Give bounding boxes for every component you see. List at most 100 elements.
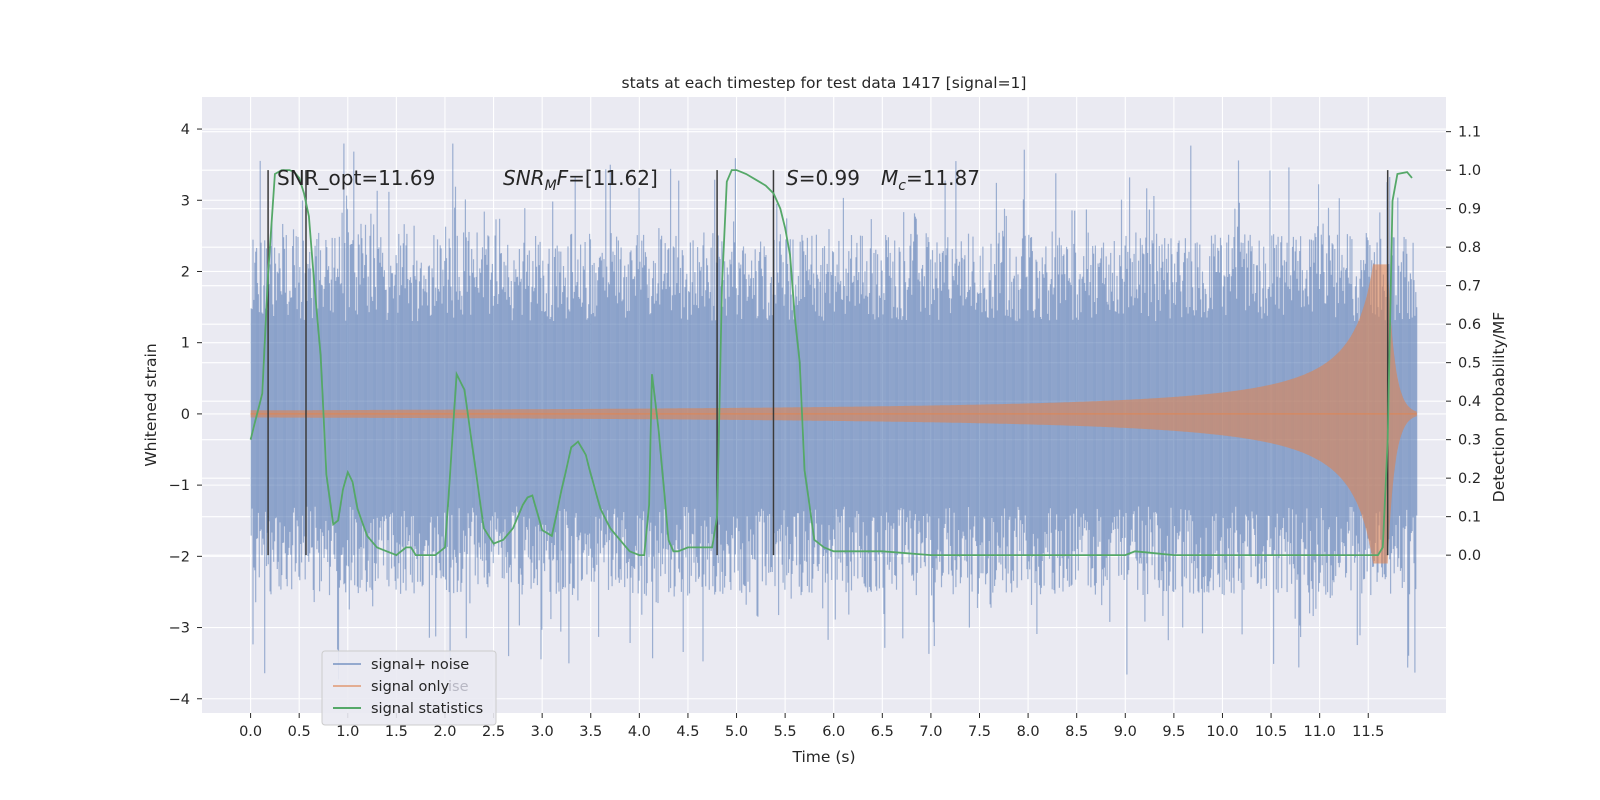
noise-stripe-543 bbox=[739, 268, 741, 591]
noise-stripe-149 bbox=[384, 289, 386, 516]
noise-stripe-47 bbox=[292, 229, 295, 513]
noise-stripe-577 bbox=[769, 282, 772, 573]
noise-stripe-693 bbox=[874, 319, 876, 562]
noise-stripe-824 bbox=[992, 296, 994, 593]
s-value: =0.99 bbox=[799, 166, 860, 190]
noise-stripe-1029 bbox=[1176, 251, 1178, 533]
noise-stripe-1078 bbox=[1220, 245, 1222, 538]
noise-stripe-105 bbox=[345, 320, 347, 593]
noise-stripe-670 bbox=[853, 275, 855, 577]
noise-stripe-1096 bbox=[1236, 226, 1239, 553]
noise-stripe-1048 bbox=[1193, 315, 1195, 561]
noise-stripe-250 bbox=[475, 276, 477, 516]
noise-stripe-376 bbox=[588, 233, 591, 534]
noise-stripe-181 bbox=[413, 225, 415, 594]
noise-stripe-194 bbox=[425, 279, 427, 541]
noise-stripe-894 bbox=[1055, 173, 1057, 530]
noise-stripe-94 bbox=[335, 280, 337, 533]
noise-stripe-579 bbox=[771, 315, 773, 572]
noise-stripe-339 bbox=[555, 286, 557, 594]
noise-stripe-955 bbox=[1110, 252, 1112, 543]
noise-stripe-21 bbox=[269, 264, 271, 592]
noise-stripe-352 bbox=[567, 246, 569, 529]
noise-stripe-815 bbox=[984, 287, 986, 519]
noise-stripe-1034 bbox=[1181, 317, 1183, 587]
noise-stripe-48 bbox=[293, 265, 295, 508]
noise-stripe-2 bbox=[252, 239, 254, 645]
noise-stripe-756 bbox=[930, 304, 933, 596]
noise-stripe-128 bbox=[365, 254, 367, 592]
noise-stripe-1083 bbox=[1225, 315, 1227, 570]
noise-stripe-653 bbox=[838, 240, 840, 559]
x-tick-label-15: 7.5 bbox=[968, 724, 991, 740]
mc-base: M bbox=[881, 166, 898, 190]
noise-stripe-154 bbox=[389, 287, 391, 517]
noise-stripe-233 bbox=[460, 309, 462, 592]
noise-stripe-837 bbox=[1003, 208, 1006, 509]
noise-stripe-403 bbox=[613, 271, 615, 515]
noise-stripe-66 bbox=[309, 268, 312, 512]
noise-stripe-643 bbox=[829, 303, 831, 540]
noise-stripe-480 bbox=[682, 255, 684, 652]
noise-stripe-445 bbox=[651, 296, 653, 582]
noise-stripe-533 bbox=[730, 264, 732, 590]
noise-stripe-162 bbox=[396, 263, 398, 543]
noise-stripe-173 bbox=[406, 233, 408, 528]
noise-stripe-448 bbox=[653, 303, 655, 569]
noise-stripe-678 bbox=[860, 294, 862, 550]
noise-stripe-871 bbox=[1034, 309, 1036, 583]
noise-stripe-360 bbox=[574, 175, 576, 518]
noise-stripe-703 bbox=[883, 293, 885, 615]
noise-stripe-744 bbox=[920, 311, 922, 569]
y-tick-label-1: −3 bbox=[169, 621, 190, 637]
y-tick-label-0: −4 bbox=[169, 692, 190, 708]
noise-stripe-93 bbox=[334, 238, 336, 559]
noise-stripe-511 bbox=[710, 247, 712, 551]
noise-stripe-860 bbox=[1024, 235, 1026, 516]
noise-stripe-143 bbox=[379, 262, 381, 528]
noise-stripe-482 bbox=[684, 287, 686, 517]
noise-stripe-1286 bbox=[1407, 281, 1410, 656]
noise-stripe-598 bbox=[788, 319, 790, 560]
noise-stripe-912 bbox=[1071, 210, 1073, 585]
noise-stripe-1056 bbox=[1200, 317, 1203, 589]
noise-stripe-121 bbox=[359, 284, 361, 588]
noise-stripe-812 bbox=[981, 312, 983, 543]
x-tick-label-3: 1.5 bbox=[385, 724, 408, 740]
noise-stripe-663 bbox=[847, 272, 849, 583]
noise-stripe-988 bbox=[1139, 238, 1141, 558]
noise-stripe-1108 bbox=[1247, 240, 1249, 521]
noise-stripe-499 bbox=[699, 270, 701, 544]
noise-stripe-999 bbox=[1149, 264, 1151, 520]
noise-stripe-803 bbox=[973, 261, 975, 527]
noise-stripe-450 bbox=[655, 300, 657, 603]
noise-stripe-686 bbox=[867, 314, 870, 554]
noise-stripe-1047 bbox=[1192, 310, 1195, 594]
noise-stripe-636 bbox=[822, 320, 825, 557]
noise-stripe-469 bbox=[672, 246, 674, 546]
noise-stripe-662 bbox=[846, 295, 848, 566]
noise-stripe-193 bbox=[424, 291, 426, 546]
noise-stripe-175 bbox=[408, 303, 410, 542]
noise-stripe-170 bbox=[403, 224, 405, 511]
noise-stripe-1291 bbox=[1412, 242, 1414, 518]
noise-stripe-952 bbox=[1107, 304, 1109, 556]
noise-stripe-133 bbox=[370, 213, 372, 523]
noise-stripe-753 bbox=[928, 242, 930, 654]
noise-stripe-1 bbox=[251, 309, 253, 509]
noise-stripe-853 bbox=[1018, 289, 1020, 510]
noise-stripe-818 bbox=[986, 317, 988, 574]
noise-stripe-570 bbox=[763, 246, 765, 523]
noise-stripe-888 bbox=[1049, 284, 1051, 509]
right-tick-label-2: 0.2 bbox=[1458, 471, 1481, 487]
noise-stripe-1030 bbox=[1177, 243, 1179, 540]
noise-stripe-198 bbox=[428, 265, 430, 638]
noise-stripe-310 bbox=[529, 320, 531, 560]
noise-stripe-155 bbox=[390, 265, 392, 515]
noise-stripe-387 bbox=[598, 257, 601, 519]
noise-stripe-1014 bbox=[1163, 280, 1165, 592]
noise-stripe-630 bbox=[817, 278, 819, 571]
noise-stripe-353 bbox=[568, 309, 570, 664]
noise-stripe-981 bbox=[1133, 253, 1135, 512]
noise-stripe-546 bbox=[741, 250, 744, 544]
